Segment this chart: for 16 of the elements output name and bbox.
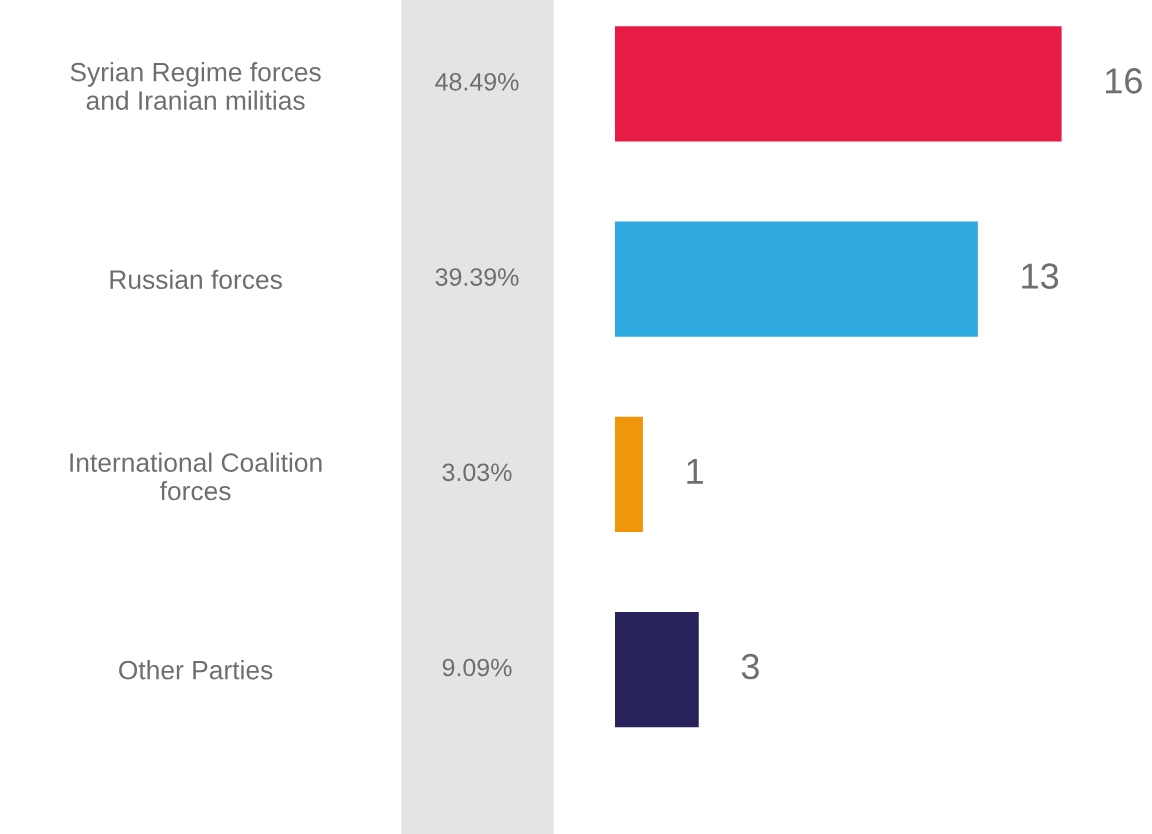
text: 3.03% — [442, 463, 512, 482]
data-label: 16 — [1106, 68, 1142, 94]
data-label: 3 — [741, 653, 759, 680]
bar — [615, 416, 643, 533]
y-tick-label: Other Parties — [119, 660, 273, 680]
bar — [615, 26, 1062, 142]
text: 48.49% — [435, 72, 519, 91]
bar — [615, 221, 978, 337]
y-tick-label: Russian forces — [110, 269, 282, 290]
bar — [615, 612, 699, 728]
y-tick-label: International Coalition forces — [70, 452, 322, 501]
data-label: 13 — [1022, 263, 1059, 289]
text: 9.09% — [442, 658, 512, 677]
y-tick-label: Syrian Regime forces and Iranian militias — [70, 62, 321, 110]
text: 39.39% — [435, 268, 519, 286]
data-label: 1 — [687, 458, 703, 484]
